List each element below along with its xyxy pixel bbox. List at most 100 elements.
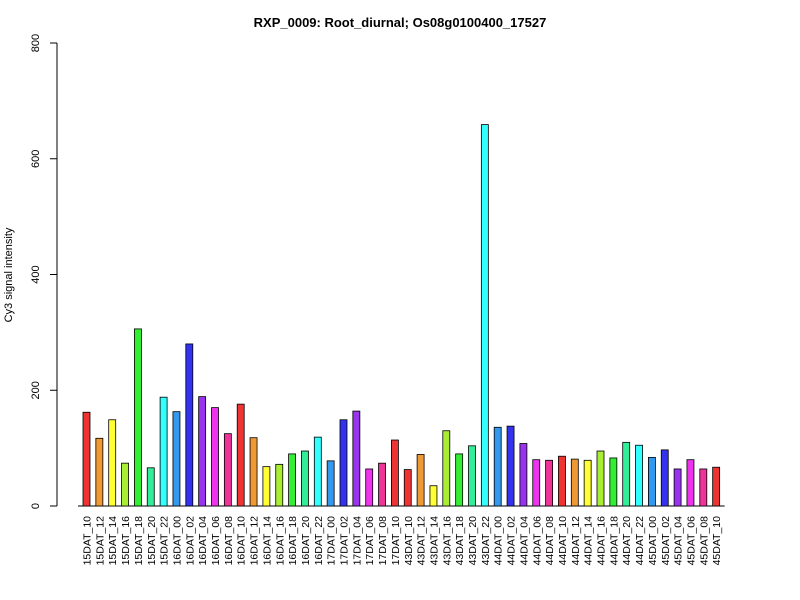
bar xyxy=(352,410,361,507)
bar xyxy=(660,449,669,507)
bar xyxy=(648,456,656,507)
bar xyxy=(301,450,309,507)
bar xyxy=(288,453,297,507)
x-tick-label: 45DAT_06 xyxy=(685,516,697,566)
bar xyxy=(506,425,515,507)
x-tick-label: 43DAT_14 xyxy=(428,516,440,566)
x-tick-label: 16DAT_04 xyxy=(197,516,209,566)
x-tick-label: 16DAT_02 xyxy=(184,516,196,566)
bar xyxy=(468,445,476,507)
x-tick-label: 44DAT_10 xyxy=(557,516,569,566)
bar xyxy=(493,426,502,507)
bar xyxy=(326,460,335,507)
bar xyxy=(82,411,91,507)
x-tick-label: 43DAT_10 xyxy=(403,516,415,566)
bar xyxy=(185,343,194,507)
x-tick-label: 15DAT_20 xyxy=(146,516,158,566)
bar xyxy=(249,437,258,507)
x-tick-label: 45DAT_08 xyxy=(698,516,710,566)
bar xyxy=(480,124,489,507)
bar xyxy=(390,439,399,507)
bar xyxy=(416,454,425,507)
bar xyxy=(198,396,207,507)
bar xyxy=(95,437,104,507)
x-tick-label: 17DAT_08 xyxy=(377,516,389,566)
bar xyxy=(378,462,386,507)
bar xyxy=(236,403,245,507)
x-tick-label: 16DAT_00 xyxy=(171,516,183,566)
bar xyxy=(262,466,271,507)
bars xyxy=(82,124,721,507)
x-tick-label: 15DAT_22 xyxy=(159,516,171,566)
y-tick-label: 0 xyxy=(30,503,42,509)
x-tick-label: 43DAT_16 xyxy=(441,516,453,566)
bar xyxy=(532,459,541,507)
x-tick-label: 15DAT_18 xyxy=(133,516,145,566)
x-tick-label: 16DAT_16 xyxy=(274,516,286,566)
x-tick-label: 44DAT_22 xyxy=(634,516,646,566)
y-axis: 0 200 400 600 800 xyxy=(30,34,58,509)
x-tick-label: 44DAT_16 xyxy=(596,516,608,566)
bar xyxy=(403,469,412,507)
bar xyxy=(583,459,592,507)
bar xyxy=(609,457,618,507)
bar xyxy=(121,462,129,507)
bar xyxy=(146,467,155,507)
x-tick-label: 44DAT_00 xyxy=(493,516,505,566)
bar xyxy=(673,468,682,507)
y-tick-label: 600 xyxy=(30,150,42,168)
bar xyxy=(622,441,631,507)
bar xyxy=(519,443,528,507)
x-tick-label: 45DAT_00 xyxy=(647,516,659,566)
bar xyxy=(686,459,695,507)
x-tick-label: 44DAT_14 xyxy=(583,516,595,566)
x-tick-label: 15DAT_10 xyxy=(82,516,94,566)
x-tick-label: 17DAT_02 xyxy=(339,516,351,566)
x-tick-label: 43DAT_18 xyxy=(454,516,466,566)
bar xyxy=(712,466,721,507)
x-tick-label: 44DAT_20 xyxy=(621,516,633,566)
bar xyxy=(596,450,605,507)
bar xyxy=(442,430,451,507)
bar xyxy=(133,328,142,507)
bar xyxy=(313,436,322,507)
x-tick-label: 17DAT_06 xyxy=(364,516,376,566)
x-tick-label: 45DAT_10 xyxy=(711,516,723,566)
x-tick-label: 16DAT_08 xyxy=(223,516,235,566)
x-tick-label: 16DAT_06 xyxy=(210,516,222,566)
x-tick-label: 45DAT_04 xyxy=(673,516,685,566)
x-tick-label: 43DAT_12 xyxy=(416,516,428,566)
x-tick-label: 17DAT_04 xyxy=(351,516,363,566)
x-tick-label: 44DAT_18 xyxy=(608,516,620,566)
y-axis-label: Cy3 signal intensity xyxy=(3,227,15,322)
y-tick-label: 400 xyxy=(30,265,42,283)
x-tick-label: 44DAT_12 xyxy=(570,516,582,566)
bar xyxy=(429,485,438,507)
y-tick-label: 200 xyxy=(30,381,42,399)
x-tick-label: 15DAT_16 xyxy=(120,516,132,566)
x-tick-label: 44DAT_02 xyxy=(506,516,518,566)
bar xyxy=(570,458,579,507)
x-tick-label: 44DAT_08 xyxy=(544,516,556,566)
bar xyxy=(339,419,348,507)
x-tick-label: 44DAT_04 xyxy=(518,516,530,566)
x-tick-label: 15DAT_14 xyxy=(107,516,119,566)
bar xyxy=(699,468,708,507)
bar xyxy=(172,411,181,507)
x-tick-label: 16DAT_20 xyxy=(300,516,312,566)
x-tick-label: 45DAT_02 xyxy=(660,516,672,566)
x-tick-label: 16DAT_18 xyxy=(287,516,299,566)
x-tick-label: 16DAT_12 xyxy=(249,516,261,566)
x-tick-label: 16DAT_14 xyxy=(261,516,273,566)
x-tick-label: 17DAT_10 xyxy=(390,516,402,566)
x-tick-labels: 15DAT_10 15DAT_12 15DAT_14 15DAT_16 15DAT_18… xyxy=(82,516,724,566)
x-tick-label: 17DAT_00 xyxy=(326,516,338,566)
bar xyxy=(545,459,553,507)
x-tick-label: 43DAT_22 xyxy=(480,516,492,566)
bar xyxy=(159,396,168,507)
y-tick-label: 800 xyxy=(30,34,42,52)
bar xyxy=(108,419,117,507)
bar xyxy=(211,407,219,507)
